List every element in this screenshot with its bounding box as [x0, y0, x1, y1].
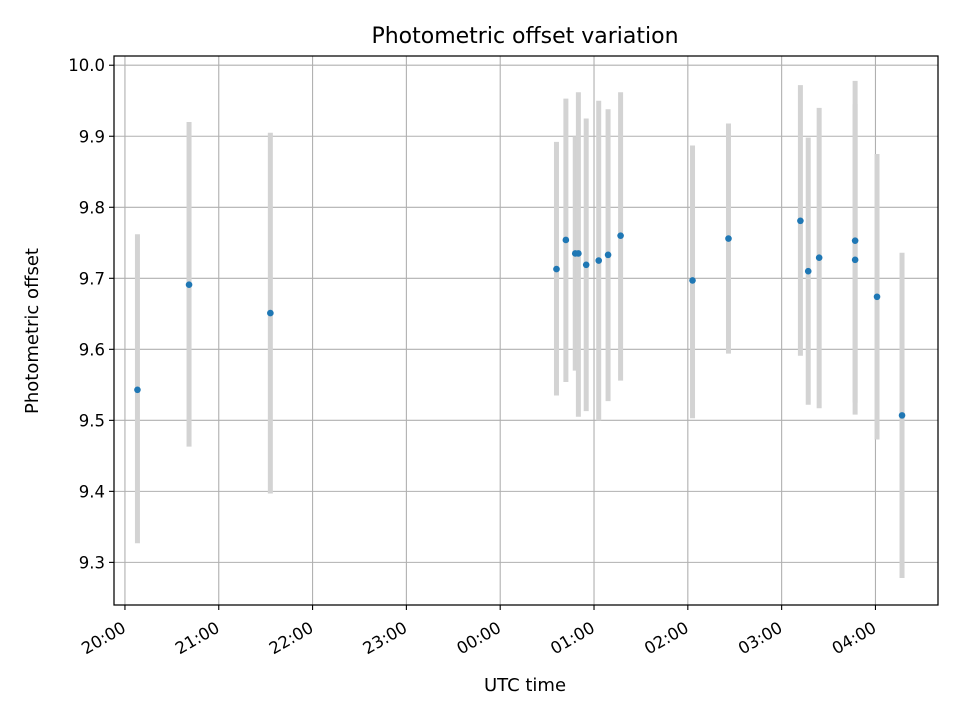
y-axis-ticks: 9.3 9.4 9.5 9.6 9.7 9.8 9.9 10.0 [68, 56, 114, 572]
data-point [873, 293, 881, 301]
data-point [185, 281, 193, 288]
y-tick-label: 9.4 [79, 482, 105, 501]
y-tick-label: 10.0 [68, 56, 105, 75]
data-point [575, 250, 582, 257]
data-point [562, 236, 570, 244]
y-tick-label: 9.5 [79, 411, 105, 430]
grid-lines [114, 56, 938, 605]
y-tick-label: 9.8 [79, 198, 105, 217]
data-point [595, 257, 603, 264]
data-point [797, 217, 804, 225]
data-point [134, 386, 141, 394]
data-point [815, 254, 823, 262]
data-point [582, 261, 590, 269]
data-point [553, 265, 560, 273]
data-point [851, 256, 859, 264]
data-point [804, 267, 812, 275]
y-axis-label: Photometric offset [22, 248, 43, 414]
y-tick-label: 9.9 [79, 127, 105, 146]
plot-area [114, 56, 938, 605]
data-point [617, 232, 624, 239]
data-point [689, 277, 696, 284]
data-point [725, 235, 732, 242]
data-point [898, 412, 906, 419]
plot-frame [113, 55, 939, 606]
data-points [134, 217, 906, 419]
chart-title: Photometric offset variation [371, 24, 678, 49]
x-axis-label: UTC time [484, 675, 566, 696]
y-tick-label: 9.6 [79, 340, 105, 359]
data-point [267, 309, 274, 317]
y-tick-label: 9.7 [79, 269, 105, 288]
data-point [851, 237, 859, 244]
y-tick-label: 9.3 [79, 553, 105, 572]
data-point [604, 251, 612, 259]
